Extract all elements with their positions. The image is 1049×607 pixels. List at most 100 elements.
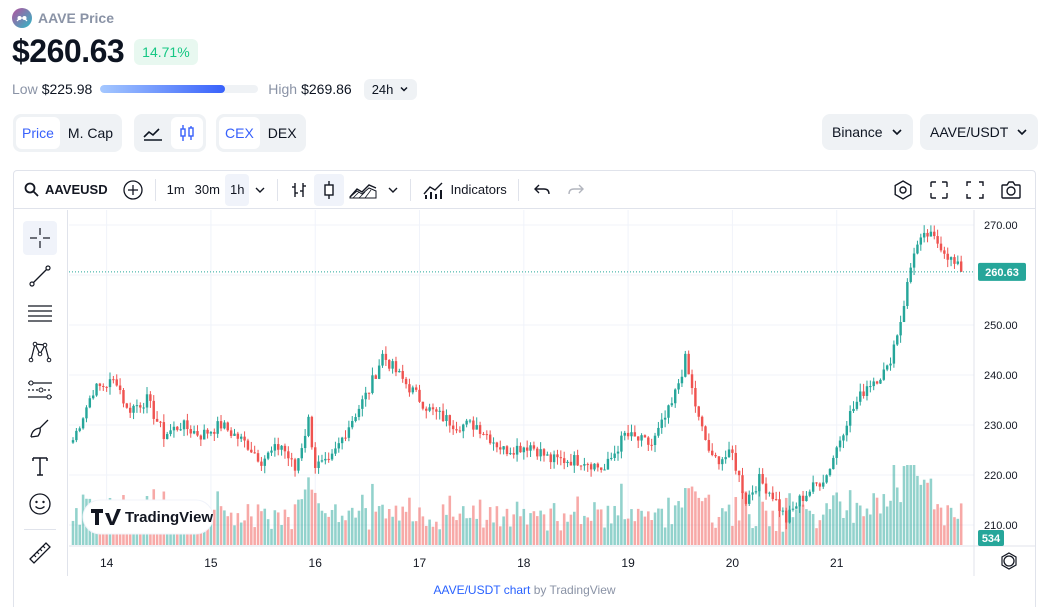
volume-bar — [774, 530, 778, 545]
fib-tool[interactable] — [23, 297, 57, 331]
volume-bar — [613, 505, 616, 545]
chart-style-menu-button[interactable] — [382, 174, 404, 206]
interval-menu-button[interactable] — [249, 174, 271, 206]
candle-body — [273, 444, 277, 451]
candle-body — [206, 429, 209, 434]
volume-bar — [855, 502, 859, 545]
candle-body — [879, 379, 882, 384]
tab-price[interactable]: Price — [16, 117, 60, 149]
volume-bar — [889, 500, 892, 545]
indicators-button[interactable]: Indicators — [417, 174, 511, 206]
candle-body — [199, 435, 203, 440]
prediction-tool[interactable] — [23, 373, 57, 407]
volume-bar — [337, 522, 341, 545]
candlestick-chart-button[interactable] — [171, 117, 203, 149]
undo-button[interactable] — [525, 174, 559, 206]
x-axis-tick-label: 16 — [309, 556, 323, 570]
volume-bar — [586, 517, 590, 545]
expand-button[interactable] — [957, 174, 993, 206]
bars-style-button[interactable] — [284, 174, 314, 206]
line-chart-button[interactable] — [137, 117, 169, 149]
compare-button[interactable] — [117, 174, 149, 206]
volume-bar — [690, 486, 694, 545]
candle-body — [408, 384, 411, 393]
volume-bar — [589, 520, 593, 545]
last-volume-badge — [978, 530, 1004, 546]
fullscreen-button[interactable] — [921, 174, 957, 206]
volume-bar — [647, 511, 650, 545]
volume-bar — [280, 524, 283, 545]
candle-body — [105, 386, 108, 388]
symbol-search[interactable]: AAVEUSD — [14, 174, 113, 206]
volume-bar — [461, 506, 465, 545]
candle-body — [667, 405, 670, 418]
y-axis-tick-label: 270.00 — [984, 220, 1018, 232]
volume-bar — [959, 503, 963, 545]
settings-button[interactable] — [885, 174, 921, 206]
tab-dex[interactable]: DEX — [267, 125, 297, 141]
measure-tool[interactable] — [23, 536, 57, 570]
interval-1h[interactable]: 1h — [224, 173, 250, 206]
candle-body — [687, 353, 690, 375]
interval-1m[interactable]: 1m — [166, 182, 185, 197]
candlestick-chart[interactable]: 210.00220.00230.00240.00250.00260.00270.… — [69, 210, 1035, 576]
candle-body — [374, 375, 377, 379]
x-axis-tick-label: 14 — [100, 556, 114, 570]
chart-pane[interactable]: 210.00220.00230.00240.00250.00260.00270.… — [69, 210, 1035, 576]
candle-body — [899, 322, 902, 336]
chart-toolbar: AAVEUSD 1m 30m 1h Indicators — [14, 171, 1035, 209]
candle-body — [670, 403, 674, 406]
candle-body — [838, 440, 842, 448]
axis-settings-icon[interactable] — [1003, 555, 1015, 567]
candle-body — [81, 418, 85, 429]
candle-body — [482, 433, 485, 435]
crosshair-tool[interactable] — [23, 221, 57, 255]
candle-body — [929, 231, 933, 237]
candles-style-button[interactable] — [314, 173, 345, 206]
area-style-button[interactable] — [344, 174, 382, 206]
period-select[interactable]: 24h — [363, 78, 418, 100]
tab-mcap[interactable]: M. Cap — [67, 125, 114, 141]
symbol-label: AAVEUSD — [45, 182, 108, 197]
tradingview-logo-icon — [91, 509, 121, 525]
interval-30m[interactable]: 30m — [194, 182, 220, 197]
tab-cex[interactable]: CEX — [219, 117, 260, 149]
axis-settings-gear-icon[interactable] — [1001, 552, 1017, 570]
volume-bar — [317, 503, 320, 545]
candle-body — [505, 446, 509, 455]
candle-body — [169, 430, 172, 435]
volume-bar — [778, 499, 781, 545]
volume-bar — [616, 515, 620, 545]
candle-body — [711, 450, 714, 456]
brush-tool[interactable] — [23, 411, 57, 445]
candle-body — [314, 447, 317, 468]
volume-bar — [404, 511, 408, 545]
redo-button[interactable] — [559, 174, 593, 206]
volume-bar — [714, 527, 717, 545]
pair-dropdown[interactable]: AAVE/USDT — [920, 114, 1039, 150]
candle-body — [751, 492, 754, 495]
chart-credit-link[interactable]: AAVE/USDT chart — [433, 583, 531, 597]
bars-icon — [292, 182, 307, 197]
candle-body — [862, 391, 865, 396]
candle-body — [115, 379, 118, 386]
volume-bar — [159, 529, 162, 545]
icons-tool[interactable] — [23, 487, 57, 521]
volume-bar — [670, 524, 674, 545]
text-tool[interactable] — [23, 449, 57, 483]
snapshot-button[interactable] — [993, 174, 1029, 206]
candle-body — [859, 391, 862, 402]
pattern-tool[interactable] — [23, 335, 57, 369]
redo-icon — [568, 184, 584, 194]
last-price-label: 260.63 — [985, 267, 1019, 279]
candle-body — [650, 444, 653, 446]
aave-logo-icon — [12, 8, 32, 28]
candle-body — [283, 445, 287, 452]
exchange-dropdown[interactable]: Binance — [822, 114, 913, 150]
candle-body — [953, 257, 956, 264]
candle-body — [532, 445, 536, 449]
volume-bar — [734, 497, 738, 545]
x-axis-tick-label: 21 — [830, 556, 844, 570]
trend-line-tool[interactable] — [23, 259, 57, 293]
candle-body — [613, 453, 616, 458]
